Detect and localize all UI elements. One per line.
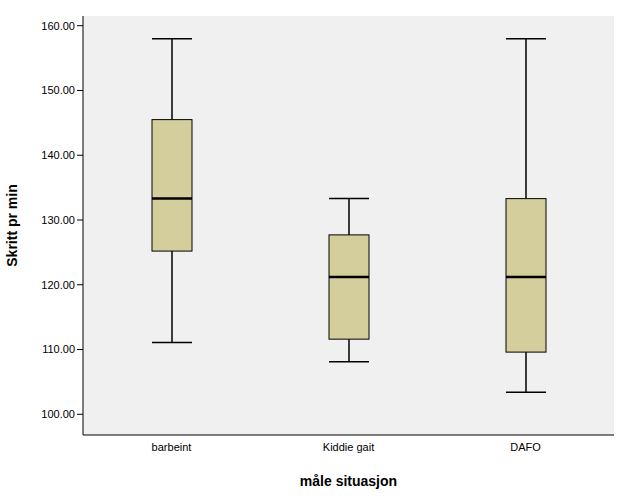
svg-text:160.00: 160.00 <box>41 20 75 32</box>
svg-text:måle situasjon: måle situasjon <box>300 473 397 489</box>
svg-text:110.00: 110.00 <box>42 343 75 355</box>
svg-text:120.00: 120.00 <box>41 279 75 291</box>
svg-text:Skritt pr min: Skritt pr min <box>8 184 20 266</box>
svg-text:DAFO: DAFO <box>510 441 541 453</box>
svg-text:130.00: 130.00 <box>41 214 75 226</box>
svg-text:100.00: 100.00 <box>41 408 75 420</box>
svg-text:140.00: 140.00 <box>41 149 75 161</box>
svg-text:barbeint: barbeint <box>152 441 192 453</box>
svg-text:Kiddie gait: Kiddie gait <box>323 441 374 453</box>
svg-text:150.00: 150.00 <box>41 84 75 96</box>
